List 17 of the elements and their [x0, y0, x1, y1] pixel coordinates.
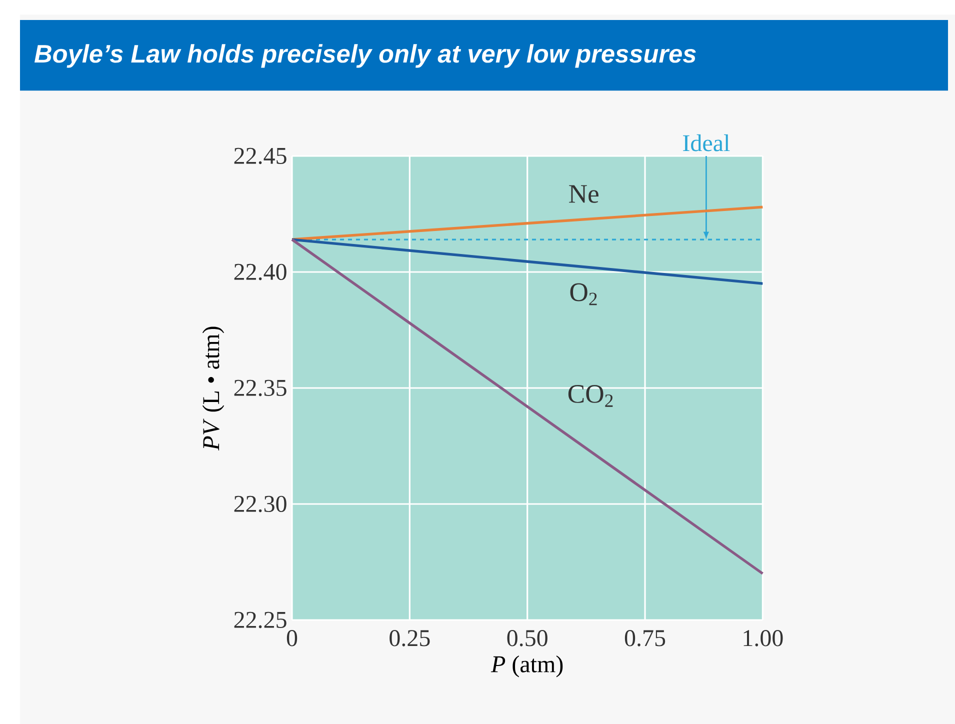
y-tick-label: 22.30: [234, 496, 286, 512]
x-tick-label: 1.00: [744, 630, 783, 646]
y-tick-label: 22.40: [234, 264, 286, 280]
series-label: CO$_{2}$: [568, 385, 613, 407]
x-axis-title: P (atm): [490, 655, 563, 678]
x-tick-label: 0.75: [624, 630, 666, 646]
y-axis-title: PV (L • atm): [202, 326, 224, 450]
series-label: Ne: [569, 185, 598, 203]
y-tick-label: 22.25: [234, 612, 286, 628]
x-tick-label: 0: [286, 630, 298, 646]
y-tick-label: 22.35: [234, 380, 286, 396]
y-tick-label: 22.45: [234, 148, 286, 164]
x-tick-label: 0.25: [390, 630, 430, 646]
series-label: O$_{2}$: [570, 283, 597, 306]
chart-title: Boyle’s Law holds precisely only at very low pressures: [34, 44, 696, 68]
ref-line-label: Ideal: [683, 134, 730, 152]
x-tick-label: 0.50: [507, 630, 548, 646]
